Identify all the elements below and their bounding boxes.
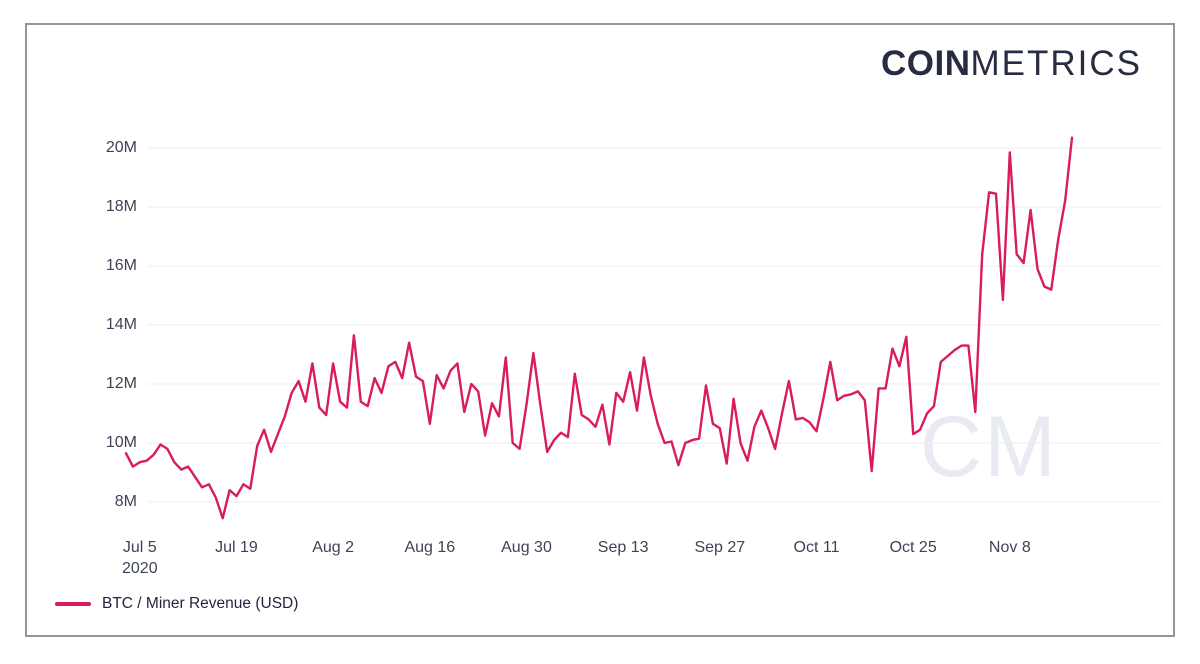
cm-watermark: CM — [920, 399, 1058, 495]
y-tick-label-8M: 8M — [114, 493, 137, 510]
x-tick-label-nov-8: Nov 8 — [988, 539, 1031, 556]
x-tick-label-aug-16: Aug 16 — [404, 539, 456, 556]
series-line-btc-miner-revenue — [124, 136, 1074, 520]
logo-coin-text: COIN — [881, 44, 971, 83]
x-tick-label-oct-25: Oct 25 — [889, 539, 937, 556]
x-tick-label-jul-19: Jul 19 — [215, 539, 258, 556]
legend-label: BTC / Miner Revenue (USD) — [102, 595, 299, 612]
x-tick-label-jul-5: Jul 5 2020 — [95, 537, 185, 579]
chart-card-frame — [25, 23, 1175, 637]
x-tick-label-aug-30: Aug 30 — [501, 539, 552, 556]
x-tick-sublabel-year: 2020 — [122, 560, 158, 577]
x-tick-label-aug-2: Aug 2 — [312, 539, 355, 556]
y-tick-label-14M: 14M — [105, 316, 137, 333]
legend-line-swatch — [55, 602, 91, 606]
y-tick-label-18M: 18M — [105, 198, 137, 215]
coinmetrics-logo: COINMETRICS — [881, 44, 1142, 84]
y-tick-label-12M: 12M — [105, 375, 137, 392]
x-tick-label-sep-27: Sep 27 — [694, 539, 746, 556]
x-tick-label-oct-11: Oct 11 — [793, 539, 840, 556]
y-tick-label-10M: 10M — [105, 434, 137, 451]
legend-item-btc-miner-revenue[interactable]: BTC / Miner Revenue (USD) — [55, 595, 298, 613]
y-tick-label-20M: 20M — [105, 139, 137, 156]
y-tick-label-16M: 16M — [105, 257, 137, 274]
logo-metrics-text: METRICS — [970, 44, 1142, 83]
x-tick-label-sep-13: Sep 13 — [597, 539, 649, 556]
